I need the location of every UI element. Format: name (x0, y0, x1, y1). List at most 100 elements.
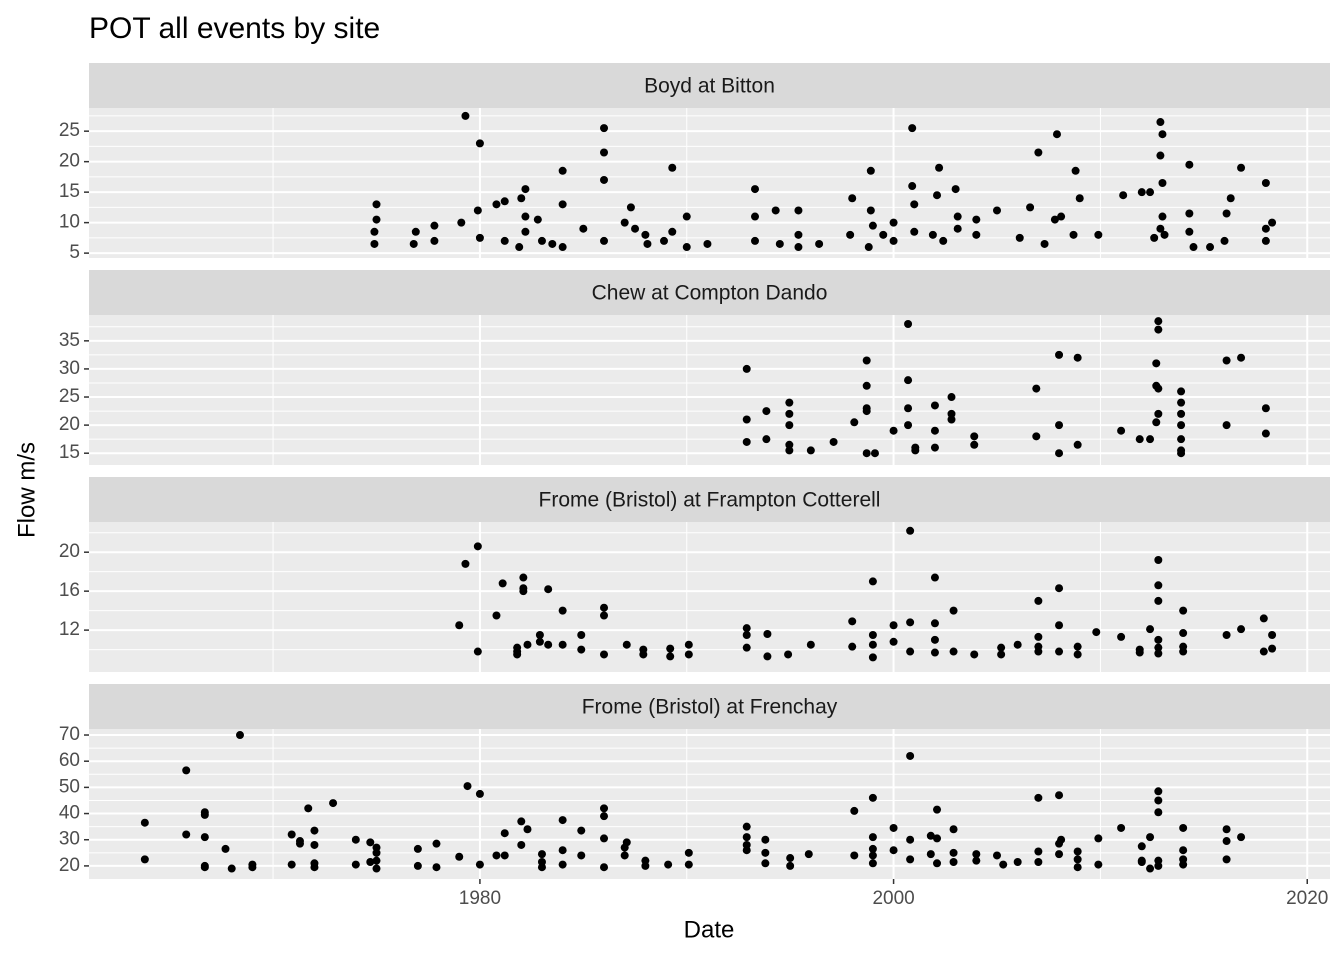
point (928, 230, 937, 239)
point (1259, 647, 1268, 656)
point (1237, 625, 1246, 634)
point (997, 650, 1006, 659)
point (558, 640, 567, 649)
point (639, 650, 648, 659)
y-tick-label: 30 (59, 829, 80, 850)
point (1154, 596, 1163, 605)
point (1237, 833, 1246, 842)
point (227, 864, 236, 873)
point (1177, 421, 1186, 430)
point (947, 409, 956, 418)
point (1146, 625, 1155, 634)
point (1268, 630, 1277, 639)
point (815, 239, 824, 248)
point (432, 863, 441, 872)
point (1146, 435, 1155, 444)
point (577, 826, 586, 835)
point (879, 230, 888, 239)
point (1185, 209, 1194, 218)
point (1158, 130, 1167, 139)
point (1179, 846, 1188, 855)
point (517, 194, 526, 203)
point (1177, 435, 1186, 444)
point (1154, 317, 1163, 326)
point (870, 449, 879, 458)
point (1177, 387, 1186, 396)
point (1179, 860, 1188, 869)
point (868, 859, 877, 868)
point (762, 435, 771, 444)
point (806, 446, 815, 455)
y-tick-label: 20 (59, 855, 80, 876)
point (1034, 596, 1043, 605)
point (1154, 787, 1163, 796)
point (1055, 621, 1064, 630)
point (1055, 791, 1064, 800)
point (235, 731, 244, 740)
point (558, 166, 567, 175)
point (463, 782, 472, 791)
point (868, 640, 877, 649)
point (1268, 644, 1277, 653)
point (1154, 325, 1163, 334)
point (533, 215, 542, 224)
point (455, 621, 464, 630)
point (1261, 224, 1270, 233)
point (366, 838, 375, 847)
point (785, 446, 794, 455)
point (1154, 555, 1163, 564)
point (939, 236, 948, 245)
point (492, 851, 501, 860)
point (949, 647, 958, 656)
point (182, 766, 191, 775)
point (558, 200, 567, 209)
strip-label: Frome (Bristol) at Frampton Cotterell (539, 489, 881, 512)
point (904, 421, 913, 430)
point (600, 124, 609, 133)
strip (89, 684, 1330, 729)
point (535, 630, 544, 639)
point (413, 861, 422, 870)
point (430, 221, 439, 230)
point (906, 526, 915, 535)
point (1179, 629, 1188, 638)
point (370, 227, 379, 236)
point (1185, 227, 1194, 236)
y-tick-label: 20 (59, 414, 80, 435)
point (785, 421, 794, 430)
point (523, 640, 532, 649)
point (1206, 243, 1215, 252)
panel-background (89, 522, 1330, 672)
point (631, 224, 640, 233)
strip (89, 270, 1330, 315)
point (1152, 359, 1161, 368)
point (926, 831, 935, 840)
point (430, 236, 439, 245)
point (951, 185, 960, 194)
point (1013, 640, 1022, 649)
point (558, 243, 567, 252)
point (517, 817, 526, 826)
point (1137, 842, 1146, 851)
point (1146, 864, 1155, 873)
point (868, 833, 877, 842)
point (1177, 398, 1186, 407)
point (684, 640, 693, 649)
point (1117, 823, 1126, 832)
point (1135, 435, 1144, 444)
point (475, 139, 484, 148)
point (535, 637, 544, 646)
point (558, 846, 567, 855)
point (1055, 449, 1064, 458)
point (475, 233, 484, 242)
point (287, 860, 296, 869)
point (600, 650, 609, 659)
point (500, 851, 509, 860)
point (600, 834, 609, 843)
point (1034, 857, 1043, 866)
y-tick-label: 20 (59, 541, 80, 562)
point (372, 215, 381, 224)
point (1179, 647, 1188, 656)
point (523, 825, 532, 834)
point (1177, 449, 1186, 458)
